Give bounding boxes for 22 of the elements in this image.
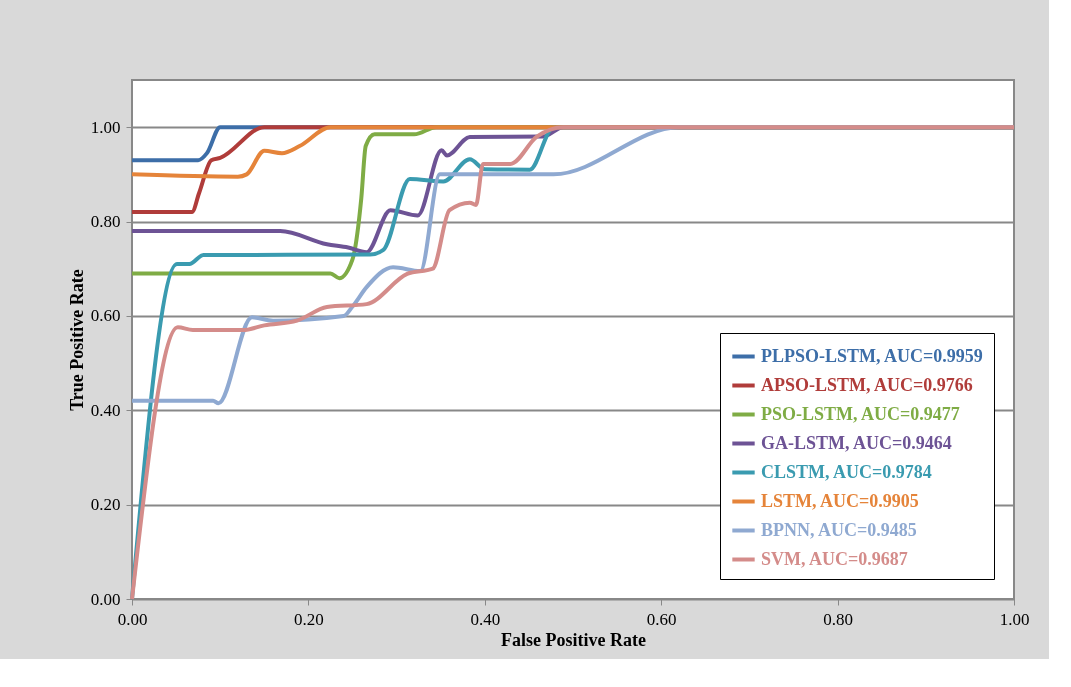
- x-tick-label: 0.60: [646, 609, 677, 629]
- legend-label: CLSTM, AUC=0.9784: [761, 461, 932, 482]
- y-tick-label: 0.80: [90, 212, 121, 232]
- x-tick-label: 0.80: [823, 609, 853, 629]
- x-axis-title: False Positive Rate: [501, 629, 646, 650]
- legend-label: BPNN, AUC=0.9485: [761, 519, 917, 540]
- y-tick-label: 0.00: [90, 589, 121, 609]
- legend-label: GA-LSTM, AUC=0.9464: [761, 432, 952, 453]
- x-tick-label: 0.20: [294, 609, 324, 629]
- legend-label: PLPSO-LSTM, AUC=0.9959: [761, 345, 983, 366]
- x-tick-label: 0.40: [470, 609, 501, 629]
- x-tick-label: 0.00: [117, 609, 148, 629]
- y-axis-title: True Positive Rate: [66, 269, 87, 411]
- legend-label: PSO-LSTM, AUC=0.9477: [761, 403, 960, 424]
- legend-label: SVM, AUC=0.9687: [761, 548, 908, 569]
- legend-label: LSTM, AUC=0.9905: [761, 490, 919, 511]
- y-tick-label: 1.00: [90, 117, 121, 137]
- y-tick-label: 0.20: [90, 495, 121, 515]
- y-tick-label: 0.60: [90, 306, 121, 326]
- y-tick-label: 0.40: [90, 400, 121, 420]
- legend-label: APSO-LSTM, AUC=0.9766: [761, 374, 973, 395]
- x-tick-label: 1.00: [999, 609, 1030, 629]
